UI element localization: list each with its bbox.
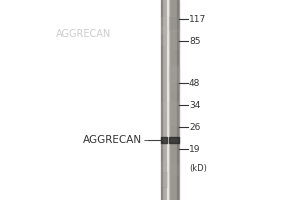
Text: --: --: [144, 135, 152, 145]
Text: 48: 48: [189, 78, 200, 88]
Bar: [169, 0, 178, 200]
Text: 85: 85: [189, 36, 200, 46]
Text: 26: 26: [189, 122, 200, 132]
Text: 117: 117: [189, 15, 206, 23]
Text: (kD): (kD): [189, 164, 207, 173]
Text: AGGRECAN: AGGRECAN: [56, 29, 112, 39]
Text: 19: 19: [189, 144, 200, 154]
Bar: [160, 0, 167, 200]
Text: 34: 34: [189, 100, 200, 110]
Text: AGGRECAN: AGGRECAN: [83, 135, 142, 145]
